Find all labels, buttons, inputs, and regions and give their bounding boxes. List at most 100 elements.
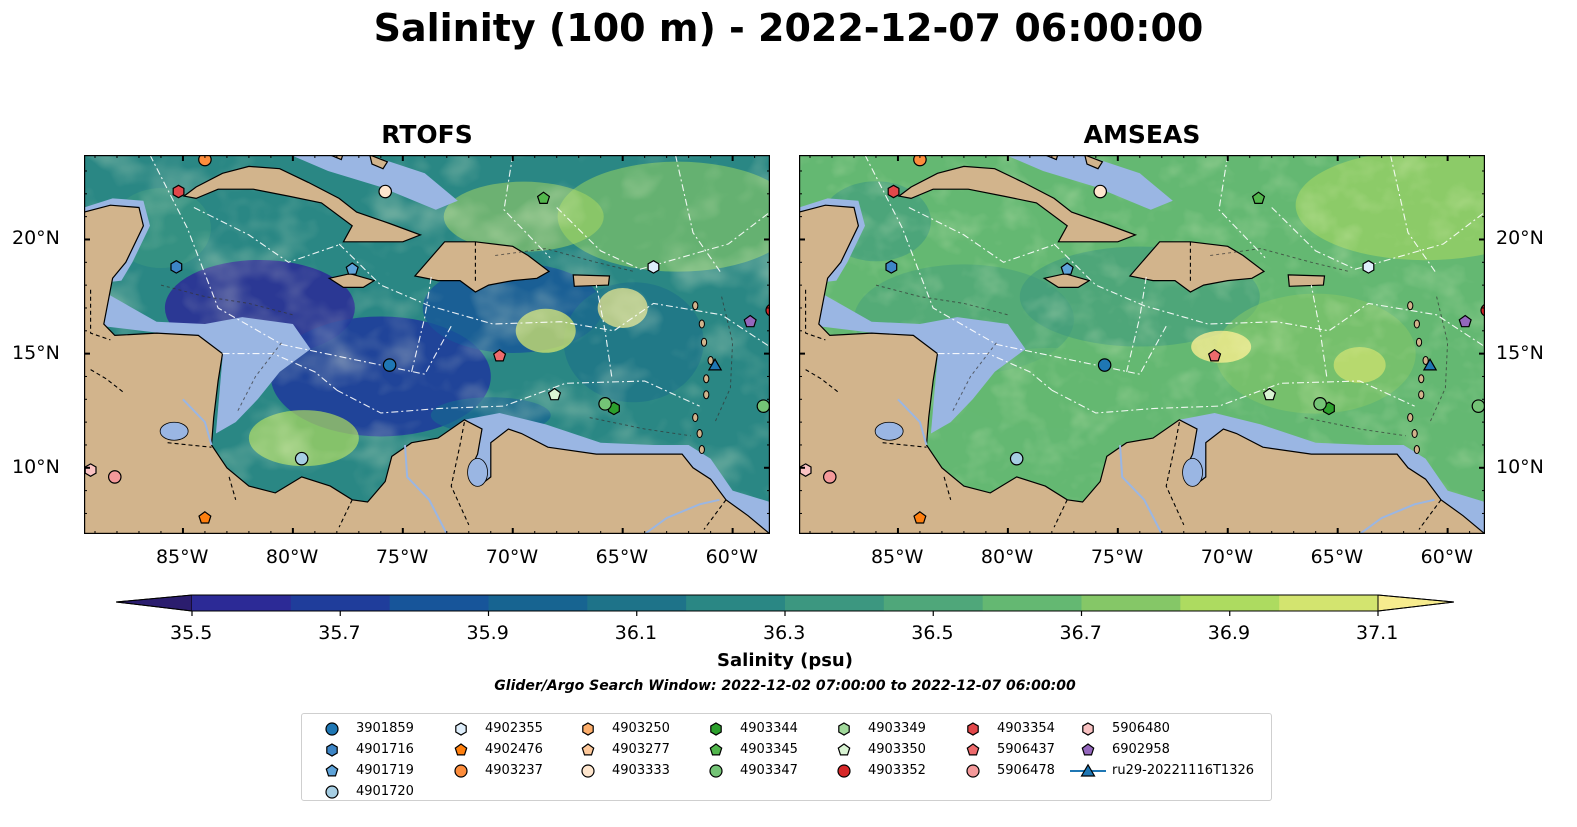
legend-label: 6902958 (1112, 742, 1170, 757)
eez-boundary (595, 284, 613, 377)
circle-marker-icon (454, 763, 468, 778)
float-marker-4903333 (1093, 184, 1108, 199)
float-marker-5906478 (822, 470, 837, 484)
eez-boundary (937, 353, 1053, 391)
island (1418, 374, 1425, 384)
island (703, 374, 710, 384)
shelf-area (1005, 155, 1173, 210)
map-panel-amseas (799, 155, 1485, 534)
float-marker-3901859 (382, 358, 397, 372)
legend-marker (1080, 763, 1096, 777)
legend-label: 4903345 (740, 742, 798, 757)
hexagon-marker-icon (582, 721, 594, 736)
float-marker-ru29-20221116T1326 (707, 357, 723, 371)
lon-tick-label: 75°W (375, 546, 429, 568)
legend-item: 4902355 (441, 718, 543, 739)
legend-marker (454, 763, 468, 778)
float-marker-4903347 (1313, 397, 1327, 411)
colorbar-tick-label: 36.1 (614, 622, 658, 644)
island (698, 319, 705, 329)
island (1415, 337, 1423, 347)
island (1418, 390, 1425, 400)
lon-tick-label: 60°W (1420, 546, 1474, 568)
float-marker-4902355 (1362, 260, 1375, 274)
bathymetry-contour (952, 341, 998, 411)
legend-item: ru29-20221116T1326 (1068, 760, 1254, 781)
float-marker-4903350 (547, 387, 562, 401)
river (182, 398, 213, 446)
border-line (943, 476, 952, 500)
legend-marker (325, 721, 339, 736)
float-marker-4903354 (887, 184, 900, 199)
legend-marker (454, 742, 468, 755)
legend-marker (455, 721, 467, 736)
pentagon-marker-icon (454, 742, 468, 755)
lat-tick-label: 10°N (1496, 455, 1544, 478)
eez-boundary (1271, 207, 1485, 270)
panel-title-rtofs: RTOFS (381, 120, 473, 149)
bathymetry-contour (160, 284, 294, 316)
land-mass (799, 155, 1485, 534)
colorbar-segment (785, 595, 885, 611)
eez-boundary (1218, 155, 1266, 259)
bathymetry-contour (875, 284, 1009, 316)
island (707, 355, 714, 365)
shelf-area (818, 294, 1026, 434)
colorbar-tick-label: 36.5 (911, 622, 954, 644)
legend-label: 4903347 (740, 763, 798, 778)
eez-boundary (193, 207, 342, 263)
legend-item: 5906437 (953, 739, 1055, 760)
eez-boundary (222, 353, 338, 391)
legend-marker (325, 784, 339, 799)
legend-label: 4903352 (868, 763, 926, 778)
float-marker-6902958 (1458, 314, 1472, 328)
pentagon-marker-icon (581, 742, 595, 755)
colorbar-segment (883, 595, 984, 611)
legend-item: 4903250 (568, 718, 670, 739)
border-line (90, 369, 124, 393)
land-mass (897, 165, 1138, 243)
colorbar-tick-label: 35.5 (170, 622, 213, 644)
legend-label: 5906480 (1112, 721, 1170, 736)
legend-item: 6902958 (1068, 739, 1170, 760)
legend-label: 4901716 (356, 742, 414, 757)
colorbar (116, 594, 1454, 616)
bathymetry-contour (589, 417, 691, 437)
border-line (1053, 499, 1068, 528)
float-marker-4903347 (756, 399, 770, 413)
colorbar-tick-label: 37.1 (1356, 622, 1399, 644)
float-marker-4903347 (598, 397, 612, 411)
legend-label: 4903237 (485, 763, 543, 778)
legend-label: 3901859 (356, 721, 414, 736)
eez-boundary (1051, 380, 1415, 414)
float-marker-4903345 (536, 191, 551, 205)
legend-marker (966, 742, 980, 755)
eez-boundary (674, 155, 723, 275)
triangle-line-marker-icon (1070, 763, 1106, 777)
lat-tick-label: 20°N (1496, 227, 1544, 250)
legend-marker (326, 742, 338, 757)
colorbar-segment (1279, 595, 1379, 611)
land-mass (1042, 273, 1091, 288)
float-marker-4903237 (913, 155, 927, 167)
colorbar-tick-label: 36.3 (763, 622, 806, 644)
legend-label: 4903333 (612, 763, 670, 778)
colorbar-tick-label: 35.7 (318, 622, 361, 644)
border-line (167, 442, 212, 448)
island (692, 301, 699, 311)
lon-tick-label: 65°W (595, 546, 649, 568)
circle-marker-icon (709, 763, 723, 778)
float-marker-4903347 (1471, 399, 1485, 413)
hexagon-marker-icon (838, 721, 850, 736)
figure-title: Salinity (100 m) - 2022-12-07 06:00:00 (373, 6, 1204, 50)
float-marker-5906478 (107, 470, 122, 484)
island (692, 413, 699, 423)
bathymetry-contour (1210, 248, 1349, 272)
lon-tick-label: 85°W (155, 546, 209, 568)
float-marker-4901719 (345, 262, 359, 275)
legend-label: 5906437 (997, 742, 1055, 757)
colorbar-segment (192, 595, 292, 611)
lon-tick-label: 85°W (870, 546, 924, 568)
float-marker-ru29-20221116T1326 (1422, 357, 1438, 371)
border-line (228, 476, 237, 500)
